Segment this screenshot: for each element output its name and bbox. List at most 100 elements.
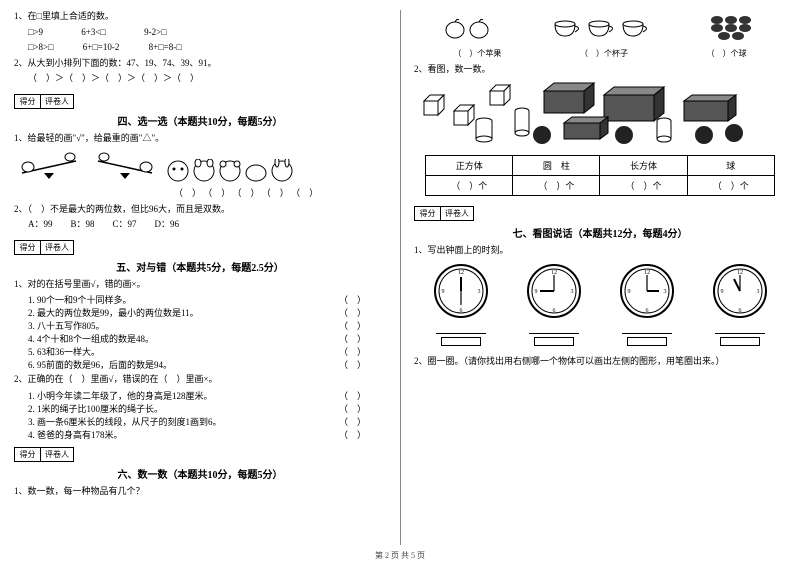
sec4-opts: A：99 B：98 C：97 D：96: [14, 218, 386, 232]
sec5-item: 3. 八十五写作805。（ ）: [14, 319, 386, 332]
score-box-5: 得分 评卷人: [14, 240, 74, 255]
clock-blank: [529, 325, 579, 334]
clock-box: [534, 337, 574, 346]
animal-icon: [218, 159, 242, 183]
sec6-q1: 1、数一数，每一种物品有几个？: [14, 485, 386, 499]
clock-box: [627, 337, 667, 346]
svg-text:9: 9: [720, 289, 723, 295]
table-row: 正方体 圆 柱 长方体 球: [426, 155, 775, 175]
q1-r2-c: 8+□=8-□: [149, 42, 182, 52]
animal-icon: [270, 159, 294, 183]
apple-label: （ ）个苹果: [453, 48, 501, 59]
clocks-row: 12369 12369 12369 12369: [414, 263, 786, 349]
marker-label: 评卷人: [41, 95, 73, 108]
clock-blank: [436, 325, 486, 334]
sec5-q1: 1、对的在括号里画√，错的画×。: [14, 278, 386, 292]
marker-label: 评卷人: [441, 207, 473, 220]
sec5-item: 5. 63和36一样大。（ ）: [14, 345, 386, 358]
score-label: 得分: [15, 241, 41, 254]
score-label: 得分: [15, 448, 41, 461]
sec5-item: 2. 最大的两位数是99，最小的两位数是11。（ ）: [14, 306, 386, 319]
shapes-diagram: [414, 81, 786, 151]
seesaw-2: [90, 149, 160, 183]
score-box-6: 得分 评卷人: [14, 447, 74, 462]
table-cell: （ ）个: [600, 175, 687, 195]
sec4-parens: （ ） （ ） （ ） （ ） （ ）: [14, 187, 386, 201]
ball-label: （ ）个球: [707, 48, 747, 59]
table-cell: （ ）个: [513, 175, 600, 195]
table-header: 球: [687, 155, 774, 175]
q1-r1-c: 9-2>□: [144, 27, 167, 37]
table-row: （ ）个 （ ）个 （ ）个 （ ）个: [426, 175, 775, 195]
clock-4: 12369: [712, 263, 768, 349]
sec4-q1: 1、给最轻的画"√"，给最重的画"△"。: [14, 132, 386, 146]
q1-title: 1、在□里填上合适的数。: [14, 10, 386, 24]
svg-text:3: 3: [477, 289, 480, 295]
items-row: [414, 12, 786, 44]
clock-blank: [715, 325, 765, 334]
animal-icon: [244, 159, 268, 183]
q1-row2: □>8>□ 6+□=10-2 8+□=8-□: [14, 41, 386, 55]
cup-label: （ ）个杯子: [580, 48, 628, 59]
seesaw-row: [14, 149, 386, 183]
svg-text:9: 9: [441, 289, 444, 295]
clock-box: [441, 337, 481, 346]
table-header: 长方体: [600, 155, 687, 175]
clock-2: 12369: [526, 263, 582, 349]
table-cell: （ ）个: [426, 175, 513, 195]
sec5-item: 1. 90个一和9个十同样多。（ ）: [14, 293, 386, 306]
svg-text:9: 9: [627, 289, 630, 295]
section-5-title: 五、对与错（本题共5分，每题2.5分）: [14, 259, 386, 274]
cup-icon: [550, 14, 650, 40]
q2-blank: （ ）＞（ ）＞（ ）＞（ ）＞（ ）: [14, 72, 386, 86]
ball-group: [707, 12, 757, 44]
cup-group: [550, 14, 650, 42]
section-7-title: 七、看图说话（本题共12分，每题4分）: [414, 225, 786, 240]
sec5-item2: 2. 1米的绳子比100厘米的绳子长。（ ）: [14, 402, 386, 415]
table-cell: （ ）个: [687, 175, 774, 195]
svg-text:9: 9: [534, 289, 537, 295]
table-header: 圆 柱: [513, 155, 600, 175]
sec5-item2: 4. 爸爸的身高有178米。（ ）: [14, 428, 386, 441]
section-6-title: 六、数一数（本题共10分，每题5分）: [14, 466, 386, 481]
apple-icon: [443, 14, 493, 40]
q1-r1-a: □>9: [28, 27, 43, 37]
page-footer: 第 2 页 共 5 页: [0, 550, 800, 561]
section-4-title: 四、选一选（本题共10分，每题5分）: [14, 113, 386, 128]
svg-text:6: 6: [645, 308, 648, 314]
q1-r1-b: 6+3<□: [81, 27, 106, 37]
sec5-item: 4. 4个十和8个一组成的数是48。（ ）: [14, 332, 386, 345]
clock-3: 12369: [619, 263, 675, 349]
animal-icon: [166, 159, 190, 183]
score-label: 得分: [415, 207, 441, 220]
clock-1: 12 3 6 9: [433, 263, 489, 349]
score-label: 得分: [15, 95, 41, 108]
svg-text:3: 3: [663, 289, 666, 295]
marker-label: 评卷人: [41, 241, 73, 254]
sec5-item: 6. 95前面的数是96，后面的数是94。（ ）: [14, 358, 386, 371]
svg-text:6: 6: [738, 308, 741, 314]
right-q2: 2、看图，数一数。: [414, 63, 786, 77]
animal-options: [166, 159, 294, 183]
svg-text:6: 6: [459, 308, 462, 314]
svg-text:12: 12: [458, 270, 464, 276]
q1-r2-a: □>8>□: [28, 42, 54, 52]
marker-label: 评卷人: [41, 448, 73, 461]
sec5-q2: 2、正确的在（ ）里画√，错误的在（ ）里画×。: [14, 373, 386, 387]
animal-icon: [192, 159, 216, 183]
sec4-q2: 2、（ ）不是最大的两位数，但比96大，而且是双数。: [14, 203, 386, 217]
svg-text:3: 3: [570, 289, 573, 295]
apple-group: [443, 14, 493, 42]
sec7-q2: 2、圈一圈。（请你找出用右侧哪一个物体可以画出左侧的图形，用笔圈出来。）: [414, 355, 786, 369]
items-labels: （ ）个苹果 （ ）个杯子 （ ）个球: [414, 48, 786, 59]
right-column: （ ）个苹果 （ ）个杯子 （ ）个球 2、看图，数一数。: [400, 0, 800, 565]
q1-row1: □>9 6+3<□ 9-2>□: [14, 26, 386, 40]
table-header: 正方体: [426, 155, 513, 175]
seesaw-1: [14, 149, 84, 183]
sec7-q1: 1、写出钟面上的时刻。: [414, 244, 786, 258]
sec5-item2: 3. 画一条6厘米长的线段，从尺子的刻度1画到6。（ ）: [14, 415, 386, 428]
ball-icon: [707, 12, 757, 42]
left-column: 1、在□里填上合适的数。 □>9 6+3<□ 9-2>□ □>8>□ 6+□=1…: [0, 0, 400, 565]
score-box-7: 得分 评卷人: [414, 206, 474, 221]
svg-text:6: 6: [552, 308, 555, 314]
